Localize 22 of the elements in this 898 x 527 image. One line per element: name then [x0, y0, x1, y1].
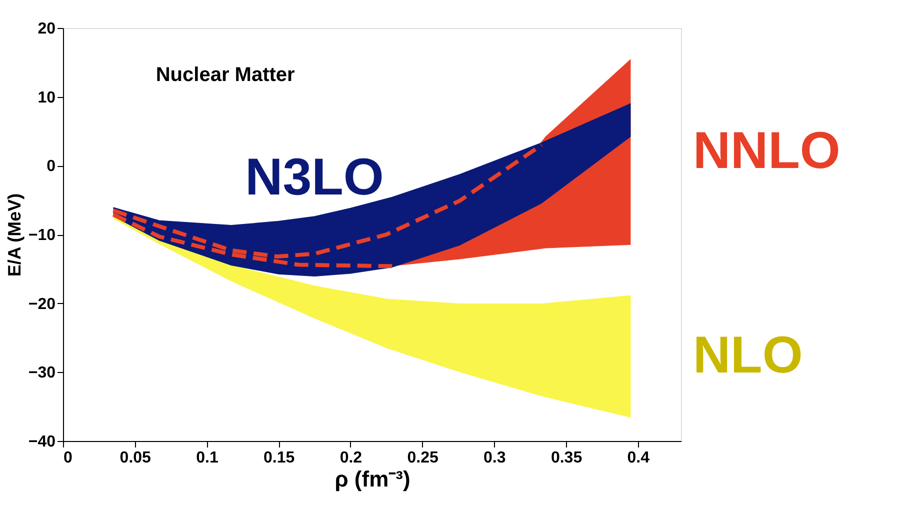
y-tick-label: −40	[28, 434, 56, 450]
series-label: NLO	[693, 326, 803, 385]
y-tick-label: 20	[38, 20, 56, 38]
y-tick-label: −20	[28, 296, 56, 313]
y-tick-label: −10	[28, 227, 56, 244]
x-tick-label: 0.05	[120, 450, 152, 466]
x-axis-title: ρ (fm⁻³)	[334, 466, 410, 492]
x-tick-label: 0.3	[484, 450, 506, 466]
y-axis-title: E/A (MeV)	[4, 193, 24, 277]
y-tick-label: −30	[28, 364, 56, 382]
x-tick-label: 0.2	[340, 450, 362, 466]
x-tick-label: 0.35	[550, 450, 582, 466]
y-tick-label: 0	[46, 158, 56, 176]
x-tick-label: 0.1	[196, 450, 218, 466]
y-tick-label: 10	[38, 89, 56, 106]
x-tick-label: 0	[64, 450, 72, 466]
series-label: NNLO	[693, 122, 840, 180]
x-tick-label: 0.25	[407, 450, 438, 466]
x-tick-label: 0.15	[264, 450, 295, 466]
text: Nuclear Matter	[156, 64, 296, 86]
x-tick-label: 0.4	[627, 450, 650, 466]
series-label: N3LO	[245, 148, 384, 207]
